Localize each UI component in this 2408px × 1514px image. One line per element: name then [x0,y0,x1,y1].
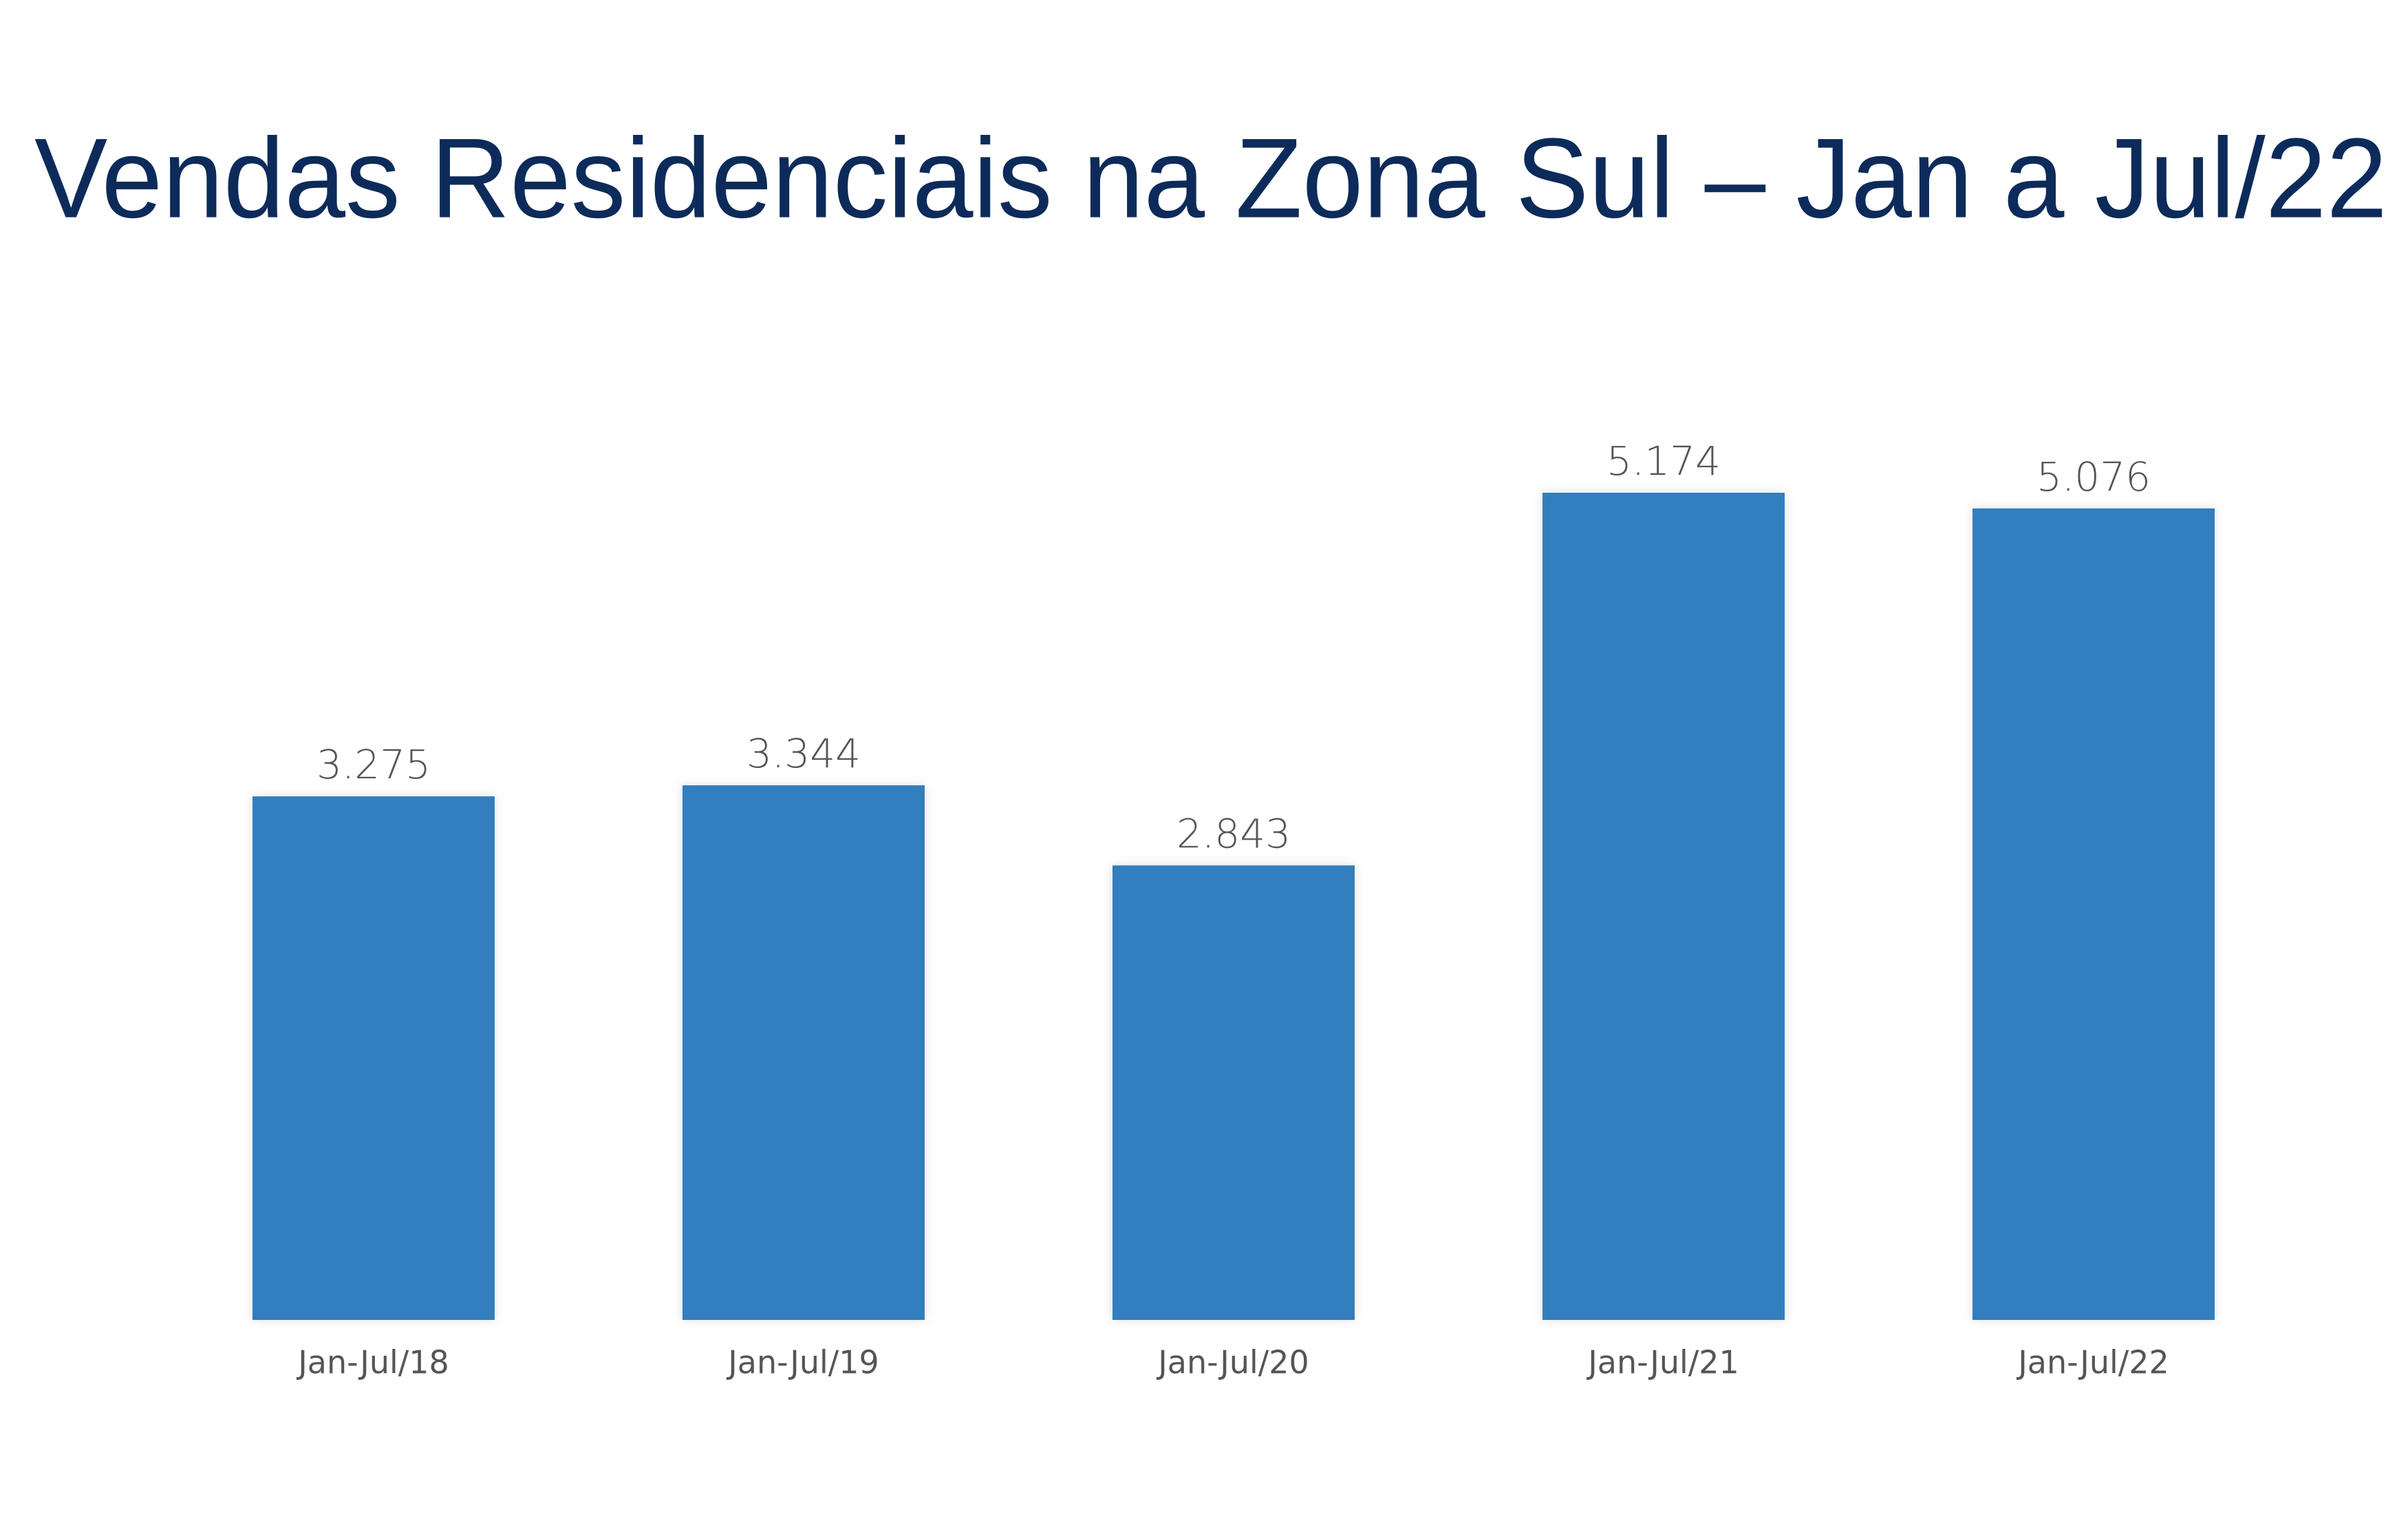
value-label: 5.174 [1606,438,1721,484]
bar [1542,493,1785,1320]
x-tick-label: Jan-Jul/19 [726,1344,879,1381]
bar [252,796,495,1320]
x-tick-label: Jan-Jul/20 [1156,1344,1309,1381]
bar [1112,865,1355,1320]
x-tick-label: Jan-Jul/22 [2016,1344,2169,1381]
value-label: 2.843 [1176,811,1291,857]
x-tick-label: Jan-Jul/18 [296,1344,449,1381]
x-tick-label: Jan-Jul/21 [1586,1344,1739,1381]
value-label: 3.275 [316,741,431,788]
bar [682,785,925,1320]
chart-title: Vendas Residenciais na Zona Sul – Jan a … [34,115,2387,242]
value-label: 3.344 [746,730,861,777]
bar [1972,508,2215,1321]
value-label: 5.076 [2036,454,2151,500]
